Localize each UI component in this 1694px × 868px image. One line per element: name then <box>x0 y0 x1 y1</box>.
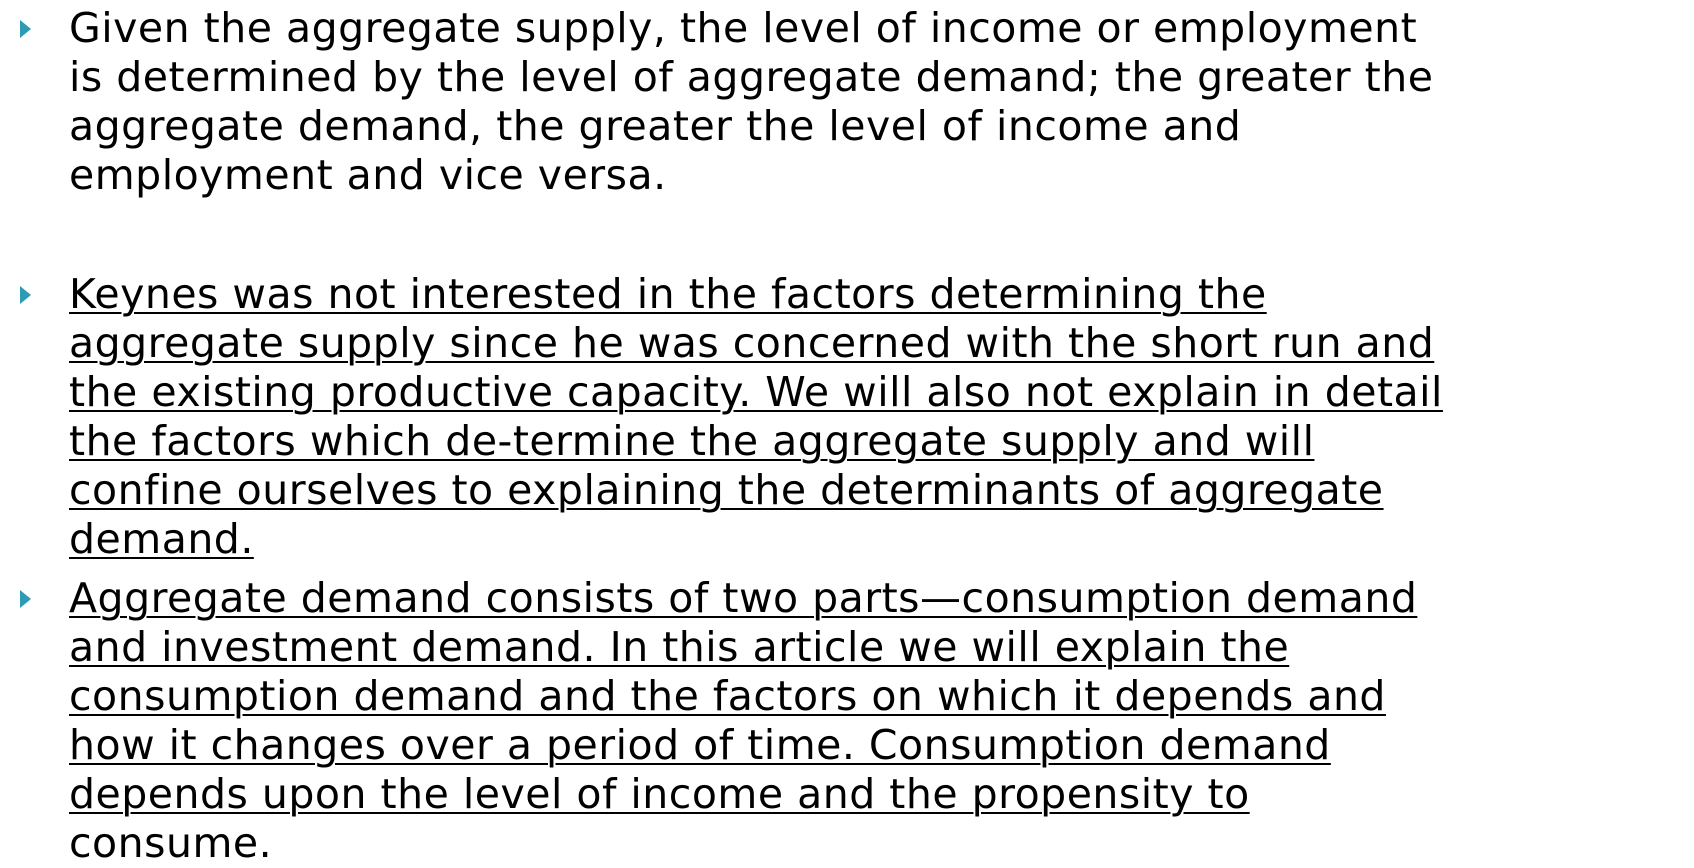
text-line: depends upon the level of income and the… <box>69 770 1250 818</box>
text-line: Aggregate demand consists of two parts—c… <box>69 574 1418 622</box>
bullet-marker <box>20 286 31 304</box>
text-line: Keynes was not interested in the factors… <box>69 270 1267 318</box>
text-line: demand. <box>69 515 254 563</box>
text-line: aggregate demand, the greater the level … <box>69 102 1242 150</box>
text-line: the existing productive capacity. We wil… <box>69 368 1443 416</box>
bullet-marker <box>20 20 31 38</box>
text-line: consumption demand and the factors on wh… <box>69 672 1386 720</box>
text-line: aggregate supply since he was concerned … <box>69 319 1435 367</box>
text-line: how it changes over a period of time. Co… <box>69 721 1331 769</box>
text-line: Given the aggregate supply, the level of… <box>69 4 1418 52</box>
text-line: employment and vice versa. <box>69 151 667 199</box>
text-line: the factors which de-termine the aggrega… <box>69 417 1315 465</box>
text-line: is determined by the level of aggregate … <box>69 53 1434 101</box>
text-line: and investment demand. In this article w… <box>69 623 1290 671</box>
bullet-marker <box>20 590 31 608</box>
text-line: consume. <box>69 819 273 867</box>
text-line: confine ourselves to explaining the dete… <box>69 466 1384 514</box>
